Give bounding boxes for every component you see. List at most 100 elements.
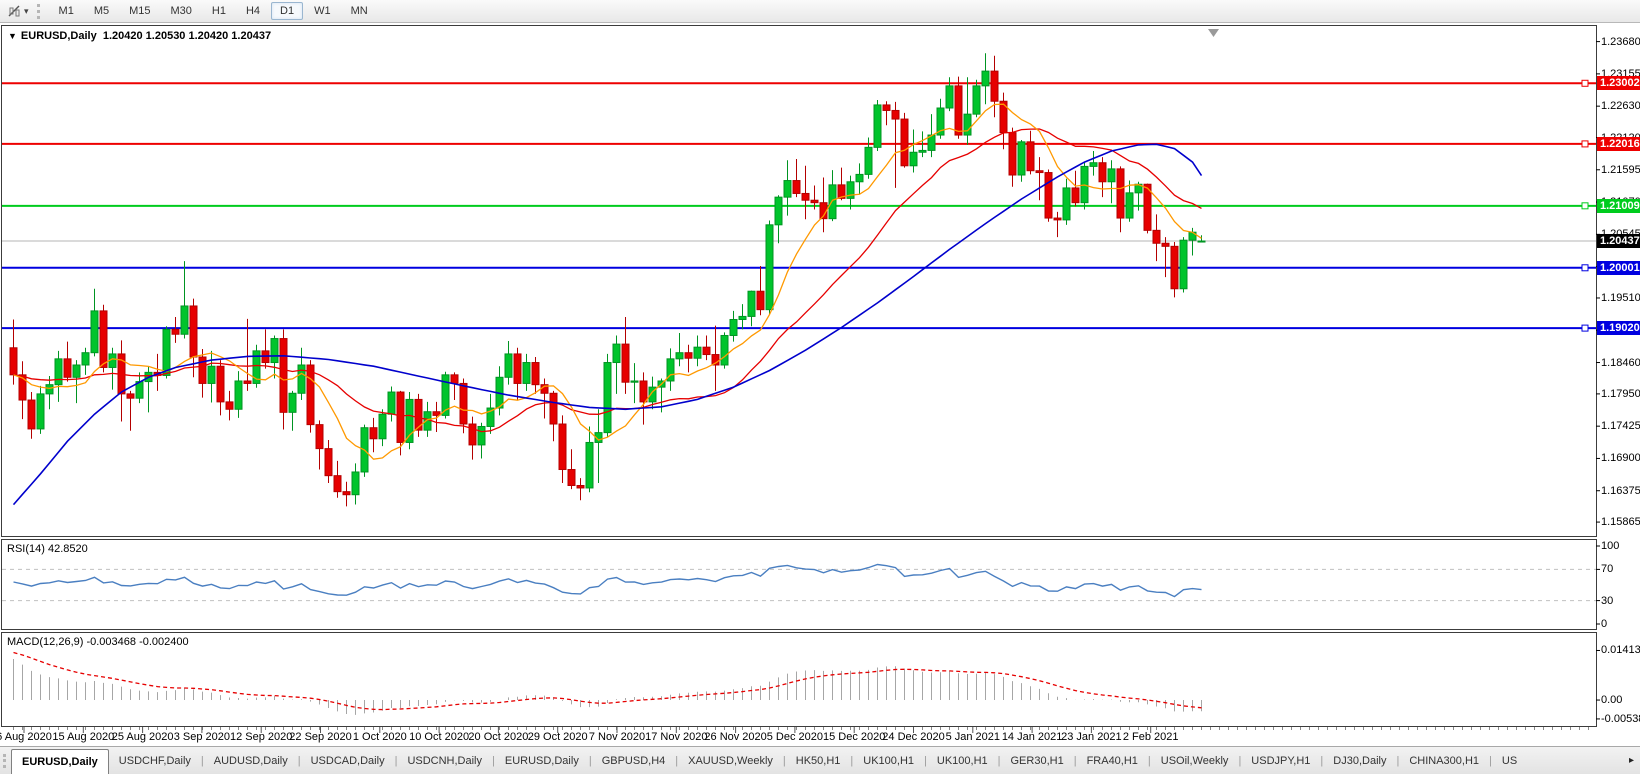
chart-tab[interactable]: UK100,H1 — [863, 754, 915, 767]
timeframe-button-H4[interactable]: H4 — [245, 5, 261, 17]
candle-body — [594, 432, 603, 443]
candle-body — [333, 475, 342, 493]
date-axis-label: 26 Nov 2020 — [704, 731, 767, 743]
candle-body — [279, 338, 288, 413]
timeframe-button-W1[interactable]: W1 — [314, 5, 331, 17]
candle-body — [981, 70, 990, 87]
price-level-label: 1.19020 — [1597, 321, 1640, 336]
level-line-handle[interactable] — [1581, 264, 1589, 272]
candle-body — [1035, 170, 1044, 174]
date-axis-label: 2 Feb 2021 — [1122, 731, 1179, 743]
tab-separator: | — [1489, 754, 1492, 767]
chart-symbol-period: EURUSD,Daily — [20, 30, 97, 42]
tab-separator: | — [200, 754, 204, 767]
collapse-triangle-icon[interactable]: ▼ — [8, 31, 17, 41]
candle-body — [1116, 168, 1125, 219]
candle-body — [792, 180, 801, 194]
candle-body — [990, 70, 999, 102]
price-axis-tick: 1.21595 — [1601, 163, 1640, 176]
chart-tab[interactable]: DJ30,Daily — [1333, 754, 1387, 767]
candle-body — [252, 350, 261, 384]
level-line-handle[interactable] — [1581, 79, 1589, 87]
chart-tab[interactable]: CHINA300,H1 — [1409, 754, 1480, 767]
chart-tab[interactable]: GBPUSD,H4 — [601, 754, 666, 767]
candle-body — [1125, 192, 1134, 219]
candle-body — [369, 427, 378, 440]
chart-tab[interactable]: USDJPY,H1 — [1251, 754, 1311, 767]
price-axis-tick: 1.18460 — [1601, 356, 1640, 369]
chart-tab[interactable]: USOil,Weekly — [1160, 754, 1229, 767]
candle-body — [666, 358, 675, 382]
timeframe-button-H1[interactable]: H1 — [211, 5, 226, 17]
tab-separator: | — [850, 754, 854, 767]
candle-body — [189, 305, 198, 358]
timeframe-button-MN[interactable]: MN — [350, 5, 368, 17]
ma-slow-line — [12, 143, 1203, 506]
candle-body — [702, 346, 711, 356]
tab-separator: | — [675, 754, 679, 767]
candle-body — [477, 425, 486, 446]
chart-tab[interactable]: USDCHF,Daily — [118, 754, 191, 767]
tab-separator: | — [394, 754, 398, 767]
chart-tab[interactable]: FRA40,H1 — [1086, 754, 1138, 767]
timeframe-button-M5[interactable]: M5 — [93, 5, 110, 17]
date-axis-label: 1 Oct 2020 — [352, 731, 407, 743]
chevron-down-icon[interactable]: ▾ — [24, 5, 29, 16]
candle-body — [864, 146, 873, 175]
candle-body — [846, 181, 855, 199]
price-axis-tick: 1.23680 — [1601, 35, 1640, 48]
chart-tab[interactable]: AUDUSD,Daily — [213, 754, 288, 767]
chart-tab[interactable]: HK50,H1 — [795, 754, 841, 767]
toolbar-grip[interactable] — [36, 3, 40, 19]
tab-bar-grip — [3, 753, 6, 768]
tab-separator: | — [997, 754, 1001, 767]
date-axis-label: 6 Aug 2020 — [0, 731, 52, 743]
candle-body — [1107, 168, 1116, 183]
candle-body — [756, 290, 765, 311]
chart-cursor-tool-icon[interactable] — [5, 3, 23, 19]
price-level-label: 1.20437 — [1597, 233, 1640, 248]
chart-tab[interactable]: UK100,H1 — [936, 754, 988, 767]
timeframe-button-M15[interactable]: M15 — [129, 5, 151, 17]
level-line-handle[interactable] — [1581, 324, 1589, 332]
date-axis-label: 3 Sep 2020 — [173, 731, 231, 743]
date-axis-label: 29 Oct 2020 — [527, 731, 588, 743]
tab-scroll-right-button[interactable]: ▸ — [1628, 755, 1634, 766]
candle-body — [1179, 239, 1188, 290]
timeframe-button-M1[interactable]: M1 — [58, 5, 74, 17]
candle-body — [954, 85, 963, 136]
tab-separator: | — [1147, 754, 1151, 767]
date-axis-label: 20 Oct 2020 — [468, 731, 529, 743]
chart-tab[interactable]: GER30,H1 — [1010, 754, 1064, 767]
tab-separator: | — [924, 754, 927, 767]
chart-tab-active[interactable]: EURUSD,Daily — [11, 749, 109, 774]
candle-body — [387, 391, 396, 415]
candle-body — [288, 392, 297, 413]
candle-body — [648, 386, 657, 403]
candle-body — [405, 398, 414, 443]
price-level-label: 1.22016 — [1597, 136, 1640, 151]
date-axis-label: 23 Jan 2021 — [1061, 731, 1122, 743]
candle-body — [549, 392, 558, 425]
level-line-handle[interactable] — [1581, 140, 1589, 148]
chart-tab[interactable]: EURUSD,Daily — [504, 754, 579, 767]
timeframe-button-D1[interactable]: D1 — [271, 2, 304, 20]
chart-shift-marker-icon[interactable] — [1208, 29, 1219, 37]
timeframe-button-group: M1 M5 M15 M30 H1 H4 D1 W1 MN — [49, 2, 378, 20]
candle-body — [1026, 141, 1035, 172]
timeframe-button-M30[interactable]: M30 — [170, 5, 192, 17]
candle-body — [441, 374, 450, 416]
chart-tab[interactable]: USDCAD,Daily — [310, 754, 385, 767]
ma-medium-line — [13, 128, 1202, 433]
chart-tab[interactable]: US — [1501, 754, 1518, 767]
candle-body — [918, 149, 927, 153]
level-line-handle[interactable] — [1581, 202, 1589, 210]
candle-body — [1089, 162, 1098, 167]
chart-tab[interactable]: XAUUSD,Weekly — [688, 754, 773, 767]
candle-body — [1098, 162, 1107, 183]
candle-body — [774, 196, 783, 226]
macd-indicator-label: MACD(12,26,9) -0.003468 -0.002400 — [7, 636, 189, 648]
candle-body — [900, 118, 909, 167]
rsi-axis-tick: 100 — [1601, 540, 1620, 552]
chart-tab[interactable]: USDCNH,Daily — [407, 754, 482, 767]
